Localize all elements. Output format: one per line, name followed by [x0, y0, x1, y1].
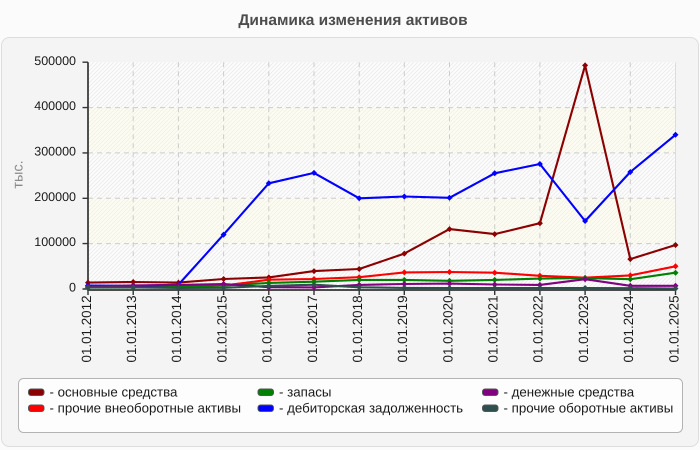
svg-text:01.01.2024: 01.01.2024 — [621, 295, 636, 363]
svg-text:01.01.2013: 01.01.2013 — [124, 295, 139, 362]
svg-text:01.01.2022: 01.01.2022 — [531, 295, 546, 362]
svg-text:Динамика изменения активов: Динамика изменения активов — [238, 12, 467, 29]
svg-text:400000: 400000 — [34, 99, 76, 113]
svg-text:01.01.2020: 01.01.2020 — [440, 295, 455, 362]
svg-text:01.01.2014: 01.01.2014 — [169, 295, 184, 363]
svg-text:200000: 200000 — [34, 190, 76, 204]
svg-text:- денежные средства: - денежные средства — [504, 384, 635, 399]
svg-text:500000: 500000 — [34, 54, 76, 68]
svg-text:- прочие оборотные активы: - прочие оборотные активы — [504, 400, 674, 415]
svg-text:0: 0 — [69, 281, 76, 295]
svg-text:- запасы: - запасы — [279, 384, 331, 399]
svg-text:- дебиторская задолженность: - дебиторская задолженность — [279, 400, 463, 415]
svg-text:01.01.2012: 01.01.2012 — [79, 295, 94, 362]
svg-text:01.01.2015: 01.01.2015 — [214, 295, 229, 362]
svg-text:01.01.2019: 01.01.2019 — [395, 295, 410, 362]
svg-text:01.01.2017: 01.01.2017 — [305, 295, 320, 362]
svg-text:тыс.: тыс. — [11, 160, 27, 188]
svg-text:01.01.2018: 01.01.2018 — [350, 295, 365, 362]
svg-text:01.01.2025: 01.01.2025 — [666, 295, 681, 362]
svg-text:100000: 100000 — [34, 235, 76, 249]
svg-text:01.01.2021: 01.01.2021 — [486, 295, 501, 362]
svg-text:300000: 300000 — [34, 145, 76, 159]
svg-text:- основные средства: - основные средства — [50, 384, 179, 399]
svg-text:- прочие внеоборотные активы: - прочие внеоборотные активы — [50, 400, 242, 415]
svg-text:01.01.2016: 01.01.2016 — [260, 295, 275, 362]
svg-text:01.01.2023: 01.01.2023 — [576, 295, 591, 362]
